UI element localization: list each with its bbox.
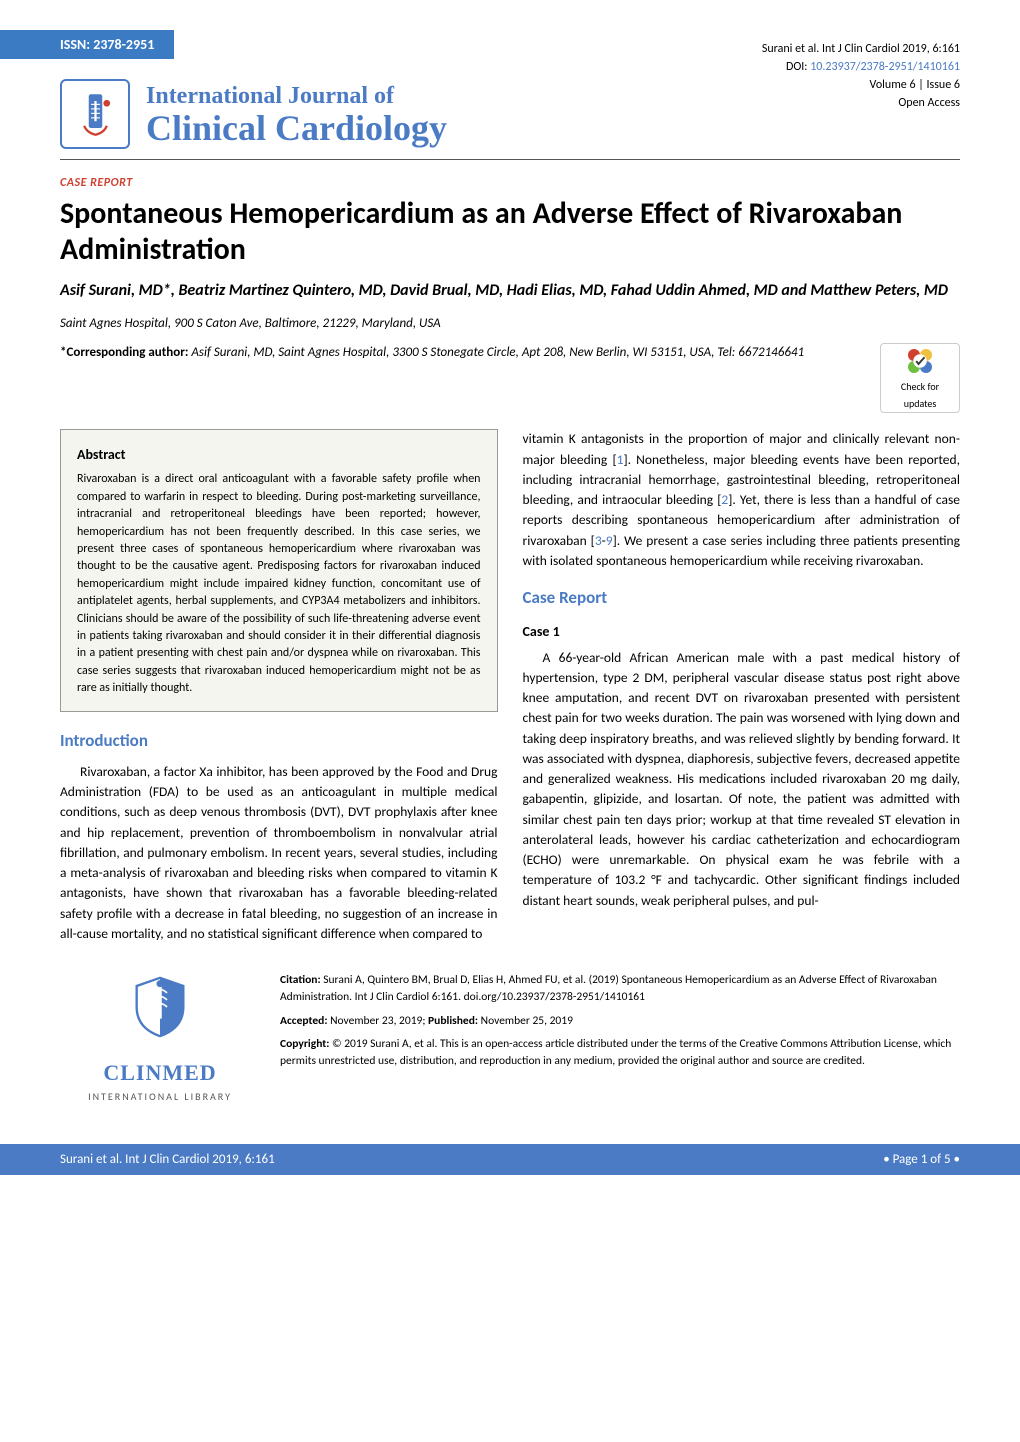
volume-issue: Volume 6 | Issue 6: [762, 76, 960, 94]
citation-text: Surani A, Quintero BM, Brual D, Elias H,…: [280, 973, 937, 1004]
published-label: Published:: [428, 1014, 478, 1028]
doi-label: DOI:: [786, 60, 808, 74]
clinmed-shield-icon: [120, 972, 200, 1042]
footer-citation-left: Surani et al. Int J Clin Cardiol 2019, 6…: [60, 1152, 275, 1167]
clinmed-subtitle: INTERNATIONAL LIBRARY: [60, 1089, 260, 1104]
article-title: Spontaneous Hemopericardium as an Advers…: [60, 196, 960, 268]
crossmark-text1: Check for: [901, 380, 939, 393]
col2-para1: vitamin K antagonists in the proportion …: [523, 429, 961, 571]
accepted-date: November 23, 2019;: [330, 1014, 425, 1028]
corresponding-text: Asif Surani, MD, Saint Agnes Hospital, 3…: [191, 345, 804, 360]
abstract-text: Rivaroxaban is a direct oral anticoagula…: [77, 471, 481, 697]
affiliation: Saint Agnes Hospital, 900 S Caton Ave, B…: [60, 316, 960, 331]
footer-text-block: Citation: Surani A, Quintero BM, Brual D…: [280, 972, 960, 1104]
header-metadata: Surani et al. Int J Clin Cardiol 2019, 6…: [762, 40, 960, 112]
issn-value: 2378-2951: [93, 36, 154, 53]
corresponding-author: *Corresponding author: Asif Surani, MD, …: [60, 343, 860, 363]
abstract-box: Abstract Rivaroxaban is a direct oral an…: [60, 429, 498, 712]
crossmark-text2: updates: [904, 397, 937, 410]
ref-9[interactable]: 9: [606, 532, 613, 549]
case-report-heading: Case Report: [523, 585, 961, 611]
published-date: November 25, 2019: [481, 1014, 573, 1028]
open-access-label: Open Access: [762, 94, 960, 112]
citation-footer: CLINMED INTERNATIONAL LIBRARY Citation: …: [60, 972, 960, 1104]
clinmed-logo: CLINMED INTERNATIONAL LIBRARY: [60, 972, 260, 1104]
ref-3[interactable]: 3: [595, 532, 602, 549]
intro-paragraph-1: Rivaroxaban, a factor Xa inhibitor, has …: [60, 762, 498, 944]
left-column: Abstract Rivaroxaban is a direct oral an…: [60, 429, 498, 952]
right-column: vitamin K antagonists in the proportion …: [523, 429, 961, 952]
issn-label: ISSN:: [60, 36, 90, 53]
copyright-text: © 2019 Surani A, et al. This is an open-…: [280, 1037, 951, 1068]
corresponding-label: *Corresponding author:: [60, 345, 188, 360]
header-citation: Surani et al. Int J Clin Cardiol 2019, 6…: [762, 40, 960, 58]
abstract-heading: Abstract: [77, 444, 481, 465]
crossmark-badge[interactable]: Check for updates: [880, 343, 960, 413]
body-columns: Abstract Rivaroxaban is a direct oral an…: [60, 429, 960, 952]
citation-label: Citation:: [280, 973, 321, 987]
page-footer-bar: Surani et al. Int J Clin Cardiol 2019, 6…: [0, 1144, 1020, 1175]
accepted-label: Accepted:: [280, 1014, 328, 1028]
journal-title-main: Clinical Cardiology: [146, 110, 960, 146]
article-type-label: CASE REPORT: [60, 176, 960, 190]
page-container: ISSN: 2378-2951 Surani et al. Int J Clin…: [0, 0, 1020, 1144]
issn-badge: ISSN: 2378-2951: [0, 30, 174, 59]
copyright-label: Copyright:: [280, 1037, 329, 1051]
journal-logo-icon: [60, 79, 130, 149]
case-1-paragraph: A 66-year-old African American male with…: [523, 648, 961, 911]
crossmark-icon: [905, 346, 935, 376]
case-1-heading: Case 1: [523, 621, 961, 642]
doi-link[interactable]: 10.23937/2378-2951/1410161: [810, 60, 960, 74]
footer-page-number: • Page 1 of 5 •: [883, 1152, 960, 1167]
clinmed-name: CLINMED: [60, 1056, 260, 1089]
introduction-heading: Introduction: [60, 728, 498, 754]
authors-list: Asif Surani, MD*, Beatriz Martinez Quint…: [60, 280, 960, 302]
